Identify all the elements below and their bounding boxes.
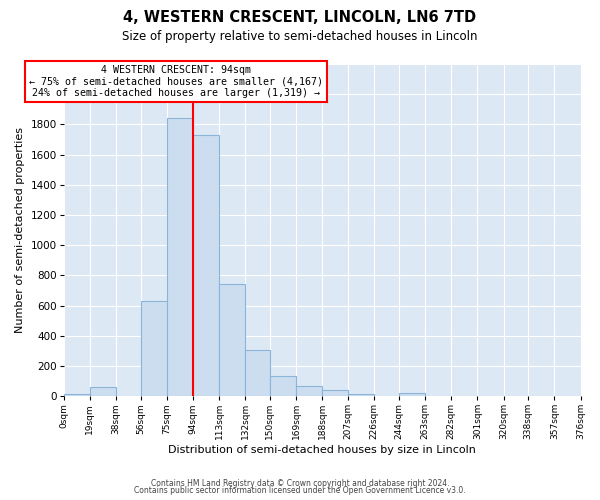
Text: 4 WESTERN CRESCENT: 94sqm
← 75% of semi-detached houses are smaller (4,167)
24% : 4 WESTERN CRESCENT: 94sqm ← 75% of semi-… <box>29 65 323 98</box>
Bar <box>348 394 374 396</box>
Text: Contains HM Land Registry data © Crown copyright and database right 2024.: Contains HM Land Registry data © Crown c… <box>151 478 449 488</box>
Bar <box>64 394 90 396</box>
Bar <box>219 284 245 396</box>
Text: 4, WESTERN CRESCENT, LINCOLN, LN6 7TD: 4, WESTERN CRESCENT, LINCOLN, LN6 7TD <box>124 10 476 25</box>
Bar <box>90 387 116 396</box>
X-axis label: Distribution of semi-detached houses by size in Lincoln: Distribution of semi-detached houses by … <box>168 445 476 455</box>
Bar <box>245 350 270 396</box>
Bar <box>141 301 167 396</box>
Bar <box>167 118 193 396</box>
Bar <box>193 135 219 396</box>
Bar <box>270 376 296 396</box>
Bar <box>296 386 322 396</box>
Text: Contains public sector information licensed under the Open Government Licence v3: Contains public sector information licen… <box>134 486 466 495</box>
Bar <box>399 393 425 396</box>
Y-axis label: Number of semi-detached properties: Number of semi-detached properties <box>15 127 25 333</box>
Bar <box>322 390 348 396</box>
Text: Size of property relative to semi-detached houses in Lincoln: Size of property relative to semi-detach… <box>122 30 478 43</box>
